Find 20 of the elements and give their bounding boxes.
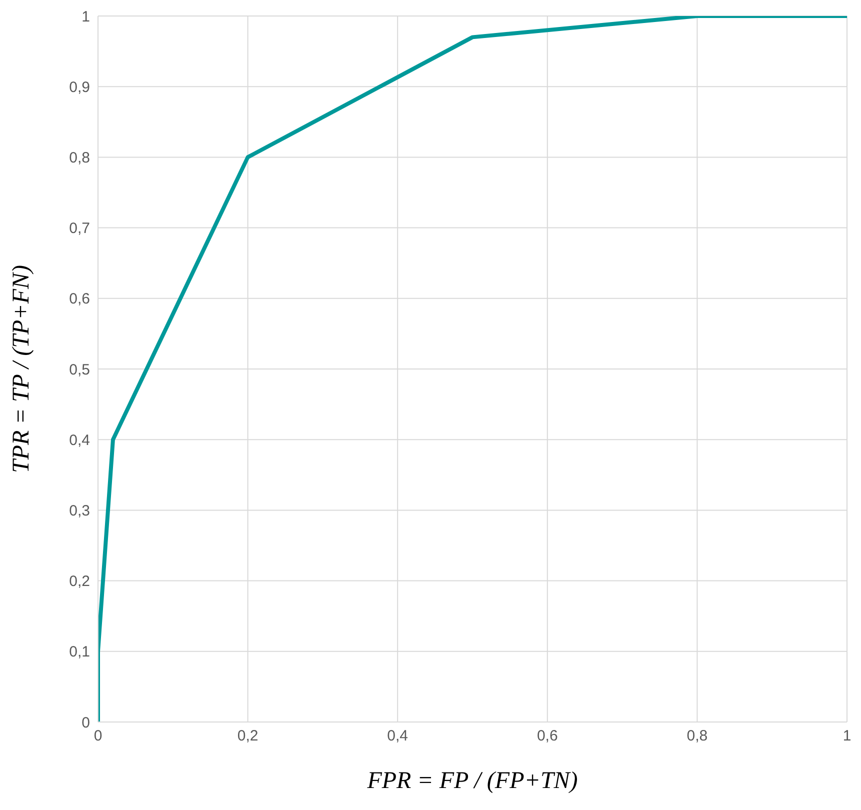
y-axis-title: TPR = TP / (TP+FN) xyxy=(8,265,35,473)
y-tick-label: 0,5 xyxy=(69,361,90,378)
x-tick-label: 0,2 xyxy=(237,728,258,745)
x-tick-label: 0,4 xyxy=(387,728,408,745)
y-tick-label: 0,4 xyxy=(69,432,90,449)
x-tick-label: 0,8 xyxy=(686,728,708,745)
y-tick-label: 0,7 xyxy=(69,220,90,238)
y-tick-label: 0,8 xyxy=(69,150,90,167)
line-series xyxy=(98,16,847,722)
x-tick-label: 1 xyxy=(842,728,852,745)
y-tick-label: 0,2 xyxy=(69,573,90,590)
x-axis-title: FPR = FP / (FP+TN) xyxy=(366,768,578,794)
y-tick-label: 1 xyxy=(82,8,90,26)
y-tick-label: 0 xyxy=(82,714,90,732)
x-tick-label: 0 xyxy=(94,728,102,745)
y-tick-label: 0,6 xyxy=(69,290,90,308)
y-tick-label: 0,9 xyxy=(69,78,90,96)
y-tick-label: 0,3 xyxy=(69,502,90,520)
x-tick-label: 0,6 xyxy=(536,728,558,745)
y-tick-label: 0,1 xyxy=(69,644,90,661)
